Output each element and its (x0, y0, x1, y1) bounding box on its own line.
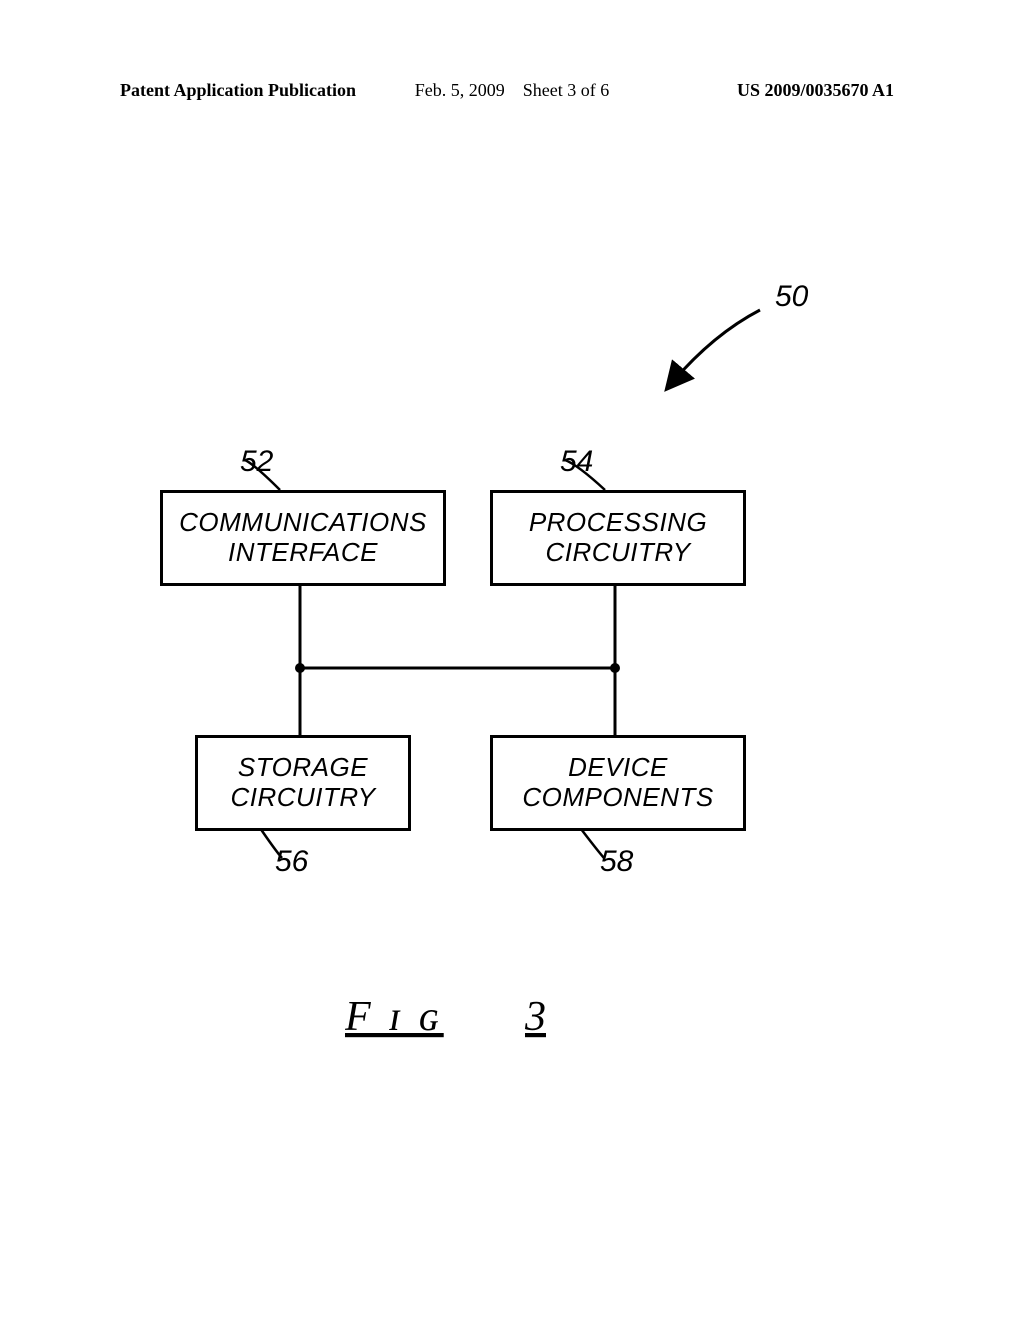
node-label-line1: COMMUNICATIONS (163, 508, 443, 538)
refnum-58: 58 (600, 845, 633, 879)
refnum-50: 50 (775, 280, 808, 314)
node-processing-circuitry: PROCESSING CIRCUITRY (490, 490, 746, 586)
node-label-line2: INTERFACE (163, 538, 443, 568)
refnum-54: 54 (560, 445, 593, 479)
node-device-components: DEVICE COMPONENTS (490, 735, 746, 831)
refnum-52: 52 (240, 445, 273, 479)
node-storage-circuitry: STORAGE CIRCUITRY (195, 735, 411, 831)
figure-caption: F ɪ ɢ 3 (345, 990, 625, 1050)
node-label-line1: STORAGE (198, 753, 408, 783)
node-label-line2: COMPONENTS (493, 783, 743, 813)
node-label-line1: PROCESSING (493, 508, 743, 538)
diagram-lines (0, 0, 1024, 1320)
page: Patent Application Publication Feb. 5, 2… (0, 0, 1024, 1320)
node-communications-interface: COMMUNICATIONS INTERFACE (160, 490, 446, 586)
refnum-56: 56 (275, 845, 308, 879)
block-diagram: COMMUNICATIONS INTERFACE PROCESSING CIRC… (0, 0, 1024, 1320)
node-label-line2: CIRCUITRY (198, 783, 408, 813)
node-label-line2: CIRCUITRY (493, 538, 743, 568)
svg-text:F ɪ ɢ: F ɪ ɢ (345, 994, 444, 1040)
node-label-line1: DEVICE (493, 753, 743, 783)
svg-text:3: 3 (524, 994, 546, 1040)
